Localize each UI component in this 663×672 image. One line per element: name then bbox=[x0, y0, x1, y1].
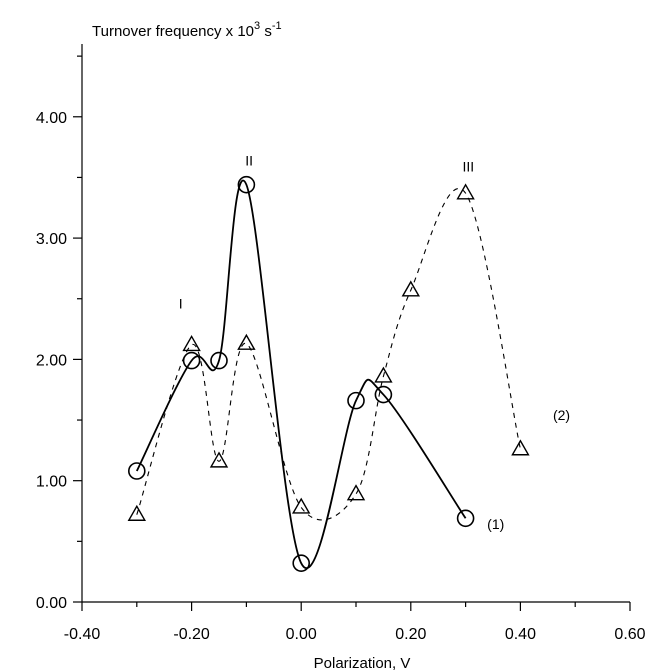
annotation-label: (1) bbox=[487, 516, 504, 532]
annotations: III III(1)(2) bbox=[179, 152, 570, 532]
annotation-label: II bbox=[245, 152, 253, 168]
x-axis-title: Polarization, V bbox=[314, 655, 411, 672]
series-markers bbox=[127, 175, 530, 572]
x-tick-label: -0.20 bbox=[173, 626, 210, 643]
circle-marker bbox=[347, 391, 365, 410]
triangle-marker bbox=[209, 451, 229, 468]
annotation-label: III bbox=[463, 158, 475, 174]
annotation-label: (2) bbox=[553, 407, 570, 423]
circle-marker bbox=[182, 351, 201, 370]
triangle-marker bbox=[401, 280, 421, 297]
y-axis-title-sup1: 3 bbox=[254, 20, 260, 32]
circle-marker bbox=[374, 385, 393, 404]
triangle-marker bbox=[182, 335, 201, 352]
x-tick-label: 0.20 bbox=[395, 626, 426, 643]
y-tick-label: 4.00 bbox=[36, 110, 67, 127]
triangle-marker bbox=[511, 439, 530, 456]
y-tick-label: 3.00 bbox=[36, 231, 67, 248]
triangle-marker bbox=[456, 183, 475, 200]
x-tick-label: 0.40 bbox=[505, 626, 536, 643]
triangle-marker bbox=[291, 497, 311, 514]
axes: -0.40 -0.20 0.00 0.20 0.40 0.60 0.00 1.00 2.00 3.… bbox=[36, 44, 646, 643]
circle-marker bbox=[210, 351, 228, 370]
circle-marker bbox=[237, 175, 256, 194]
y-axis-title-unit: s bbox=[260, 23, 272, 40]
y-tick-label: 1.00 bbox=[36, 474, 67, 491]
series-curves bbox=[135, 179, 521, 569]
y-tick-label: 2.00 bbox=[36, 352, 67, 369]
series-2-line bbox=[136, 188, 521, 521]
triangle-marker bbox=[237, 333, 256, 350]
x-tick-label: 0.00 bbox=[286, 626, 317, 643]
y-tick-label: 0.00 bbox=[36, 595, 67, 612]
circle-marker bbox=[128, 462, 146, 480]
x-tick-label: -0.40 bbox=[64, 626, 101, 643]
triangle-marker bbox=[127, 504, 147, 521]
triangle-marker bbox=[346, 484, 366, 501]
annotation-label: I bbox=[179, 295, 183, 311]
y-axis-title: Turnover frequency x 103 s-1 bbox=[92, 20, 282, 40]
y-axis-title-sup2: -1 bbox=[272, 20, 282, 32]
triangle-marker bbox=[374, 366, 393, 383]
series-1-line bbox=[135, 179, 467, 569]
circle-marker bbox=[456, 509, 475, 528]
svg-text:Turnover frequency x 103 s-1: Turnover frequency x 103 s-1 bbox=[92, 20, 282, 40]
circle-marker bbox=[292, 554, 311, 572]
y-axis-title-main: Turnover frequency x 10 bbox=[92, 23, 254, 40]
x-tick-label: 0.60 bbox=[614, 626, 645, 643]
